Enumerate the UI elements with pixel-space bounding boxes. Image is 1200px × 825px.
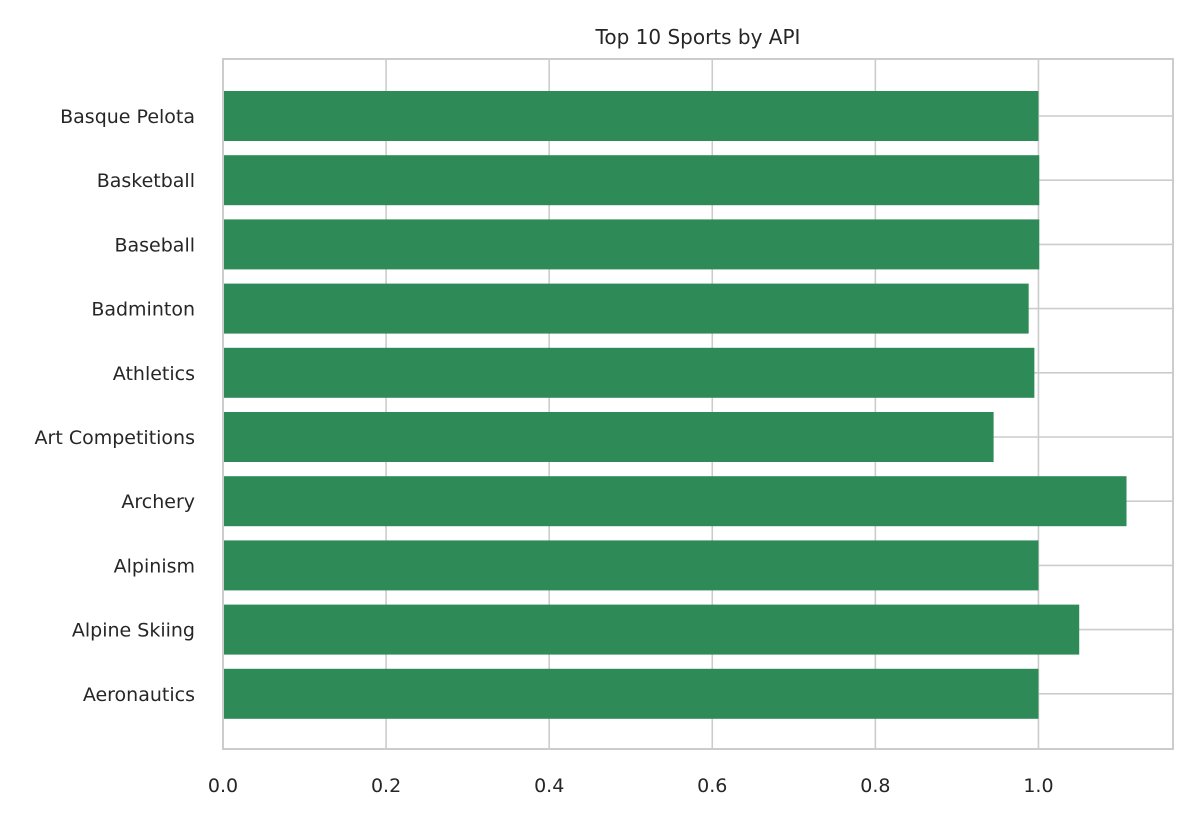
y-tick-label: Alpine Skiing xyxy=(72,620,195,642)
x-tick-label: 0.2 xyxy=(371,775,401,797)
y-tick-label: Athletics xyxy=(113,363,195,385)
y-tick-labels: Basque Pelota Basketball Baseball Badminton… xyxy=(35,106,195,706)
bar-alpinism xyxy=(224,540,1039,591)
bar-alpine-skiing xyxy=(224,604,1080,655)
y-tick-label: Badminton xyxy=(91,299,195,321)
y-tick-label: Baseball xyxy=(114,234,195,256)
x-tick-label: 1.0 xyxy=(1023,775,1053,797)
bar-badminton xyxy=(224,283,1029,334)
y-tick-label: Basketball xyxy=(97,170,195,192)
bar-aeronautics xyxy=(224,668,1039,719)
bar-basketball xyxy=(224,155,1040,206)
x-tick-label: 0.0 xyxy=(208,775,238,797)
bar-athletics xyxy=(224,347,1035,398)
y-tick-label: Art Competitions xyxy=(35,427,195,449)
bar-art-competitions xyxy=(224,412,994,462)
chart-title: Top 10 Sports by API xyxy=(595,25,801,49)
y-tick-label: Basque Pelota xyxy=(60,106,195,128)
x-tick-label: 0.4 xyxy=(534,775,564,797)
x-tick-label: 0.6 xyxy=(697,775,727,797)
y-tick-label: Aeronautics xyxy=(83,684,195,706)
x-tick-labels: 0.0 0.2 0.4 0.6 0.8 1.0 xyxy=(208,775,1054,797)
x-tick-label: 0.8 xyxy=(860,775,890,797)
bars-layer xyxy=(224,91,1127,719)
bar-archery xyxy=(224,476,1127,527)
axes-layer xyxy=(222,58,1174,750)
bar-baseball xyxy=(224,219,1040,270)
y-tick-label: Archery xyxy=(121,491,195,513)
y-tick-label: Alpinism xyxy=(114,555,195,577)
bar-basque-pelota xyxy=(224,91,1039,141)
plot-frame xyxy=(222,58,1174,750)
